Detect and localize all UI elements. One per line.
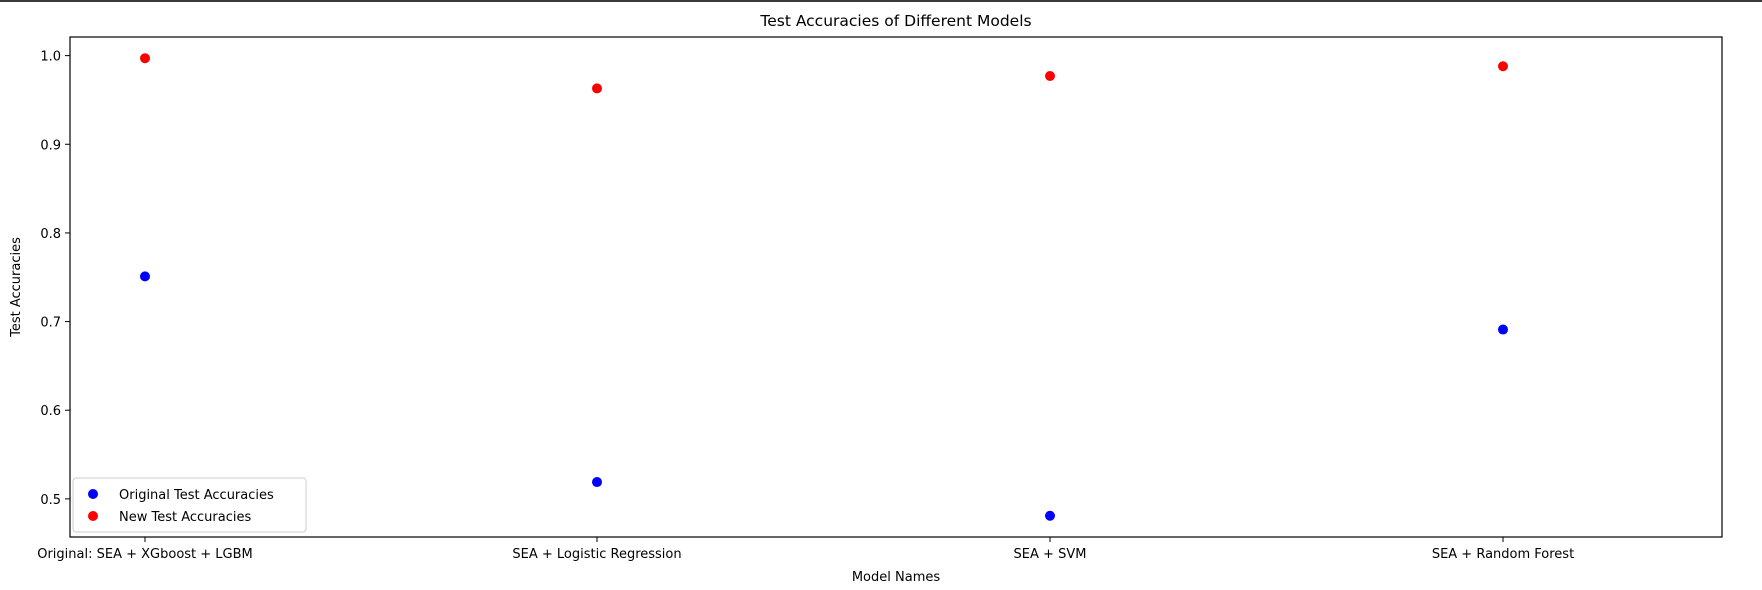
- data-points: [140, 53, 1508, 521]
- new-accuracy-point: [592, 83, 602, 94]
- y-tick-label: 0.8: [40, 227, 61, 242]
- legend-marker-new: [88, 511, 98, 521]
- chart-title: Test Accuracies of Different Models: [759, 12, 1031, 30]
- y-tick-label: 0.7: [40, 316, 61, 331]
- legend-marker-original: [88, 489, 98, 499]
- x-axis-label: Model Names: [852, 570, 941, 585]
- x-tick-label: Original: SEA + XGboost + LGBM: [37, 547, 253, 562]
- new-accuracy-point: [140, 53, 150, 64]
- legend-box: [72, 477, 307, 533]
- y-tick-label: 1.0: [40, 50, 61, 65]
- x-tick-label: SEA + SVM: [1014, 547, 1087, 562]
- x-axis-ticks: Original: SEA + XGboost + LGBM SEA + Logi…: [37, 537, 1574, 562]
- y-tick-label: 0.9: [40, 138, 61, 153]
- original-accuracy-point: [1498, 324, 1508, 335]
- plot-area-frame: [69, 36, 1723, 538]
- legend: Original Test Accuracies New Test Accura…: [72, 477, 307, 533]
- original-accuracy-point: [592, 477, 602, 488]
- y-tick-label: 0.6: [40, 404, 61, 419]
- x-tick-label: SEA + Random Forest: [1432, 547, 1574, 562]
- new-accuracy-point: [1045, 71, 1055, 82]
- y-axis-label: Test Accuracies: [9, 237, 24, 338]
- new-accuracy-point: [1498, 61, 1508, 72]
- y-tick-label: 0.5: [40, 493, 61, 508]
- legend-label-new: New Test Accuracies: [119, 510, 251, 525]
- original-accuracy-point: [140, 271, 150, 282]
- y-axis-ticks: 0.5 0.6 0.7 0.8 0.9 1.0: [40, 50, 70, 508]
- original-accuracy-point: [1045, 510, 1055, 521]
- legend-label-original: Original Test Accuracies: [119, 488, 274, 503]
- x-tick-label: SEA + Logistic Regression: [512, 547, 681, 562]
